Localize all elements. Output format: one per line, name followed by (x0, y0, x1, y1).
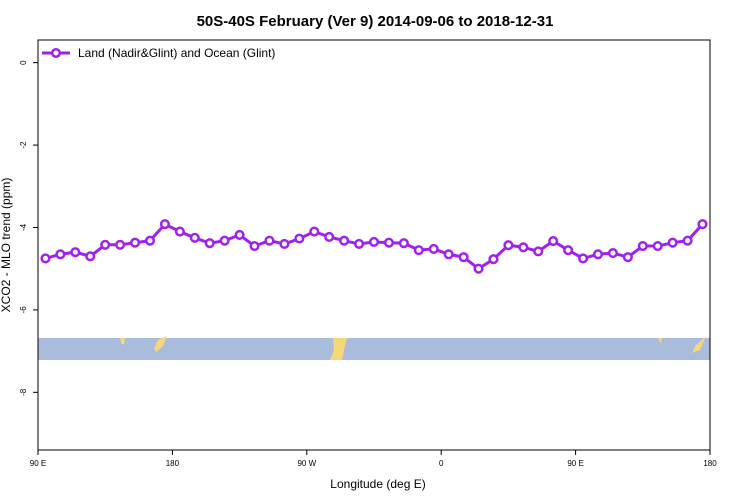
data-point (428, 243, 439, 254)
land (120, 338, 125, 345)
data-point (174, 226, 185, 237)
data-point (339, 235, 350, 246)
data-point (219, 235, 230, 246)
data-point (607, 247, 618, 259)
x-tick-label: 90 W (297, 459, 316, 468)
data-point (115, 239, 126, 250)
data-point (488, 254, 499, 265)
y-axis-label: XCO2 - MLO trend (ppm) (0, 178, 13, 313)
data-point (503, 240, 514, 251)
ocean-band (38, 338, 710, 360)
data-point (637, 240, 648, 252)
data-point (443, 249, 454, 260)
x-tick-label: 90 E (567, 459, 583, 468)
legend-marker (50, 47, 62, 59)
data-point (100, 239, 111, 250)
x-tick-label: 0 (439, 459, 444, 468)
data-point (592, 249, 604, 260)
y-tick-label: -2 (19, 141, 28, 149)
data-point (85, 251, 96, 262)
land-ocean-map (38, 336, 710, 360)
chart-title: 50S-40S February (Ver 9) 2014-09-06 to 2… (197, 13, 554, 30)
x-tick-label: 180 (166, 459, 180, 468)
x-axis-label: Longitude (deg E) (330, 477, 425, 491)
data-point (249, 240, 260, 252)
data-point (697, 219, 708, 230)
data-point (563, 245, 574, 256)
land (658, 338, 662, 344)
land (154, 336, 167, 352)
data-point (667, 237, 678, 248)
data-point (578, 253, 589, 264)
land (330, 338, 347, 360)
y-tick-label: -4 (19, 223, 28, 231)
data-point (234, 229, 245, 240)
data-point (309, 226, 320, 237)
land (692, 336, 706, 353)
data-point (324, 231, 335, 243)
legend-label: Land (Nadir&Glint) and Ocean (Glint) (78, 46, 275, 60)
data-point (368, 236, 380, 247)
data-point (652, 240, 663, 252)
data-point (279, 238, 290, 250)
data-point (458, 252, 469, 263)
data-point (413, 245, 424, 256)
data-point (144, 235, 156, 246)
data-point (398, 238, 409, 249)
data-point (70, 247, 81, 258)
data-point (130, 237, 141, 248)
data-point (518, 242, 529, 253)
data-point (473, 263, 484, 274)
data-point (548, 236, 559, 247)
y-tick-label: -6 (19, 306, 28, 314)
data-point (189, 232, 200, 243)
data-point (622, 252, 633, 263)
data-point (354, 238, 365, 250)
data-point (682, 235, 693, 246)
data-point (204, 238, 215, 249)
plot-frame (37, 39, 711, 451)
y-tick-label: 0 (19, 60, 28, 65)
data-point (383, 237, 394, 248)
x-tick-label: 180 (703, 459, 717, 468)
data-point (159, 219, 170, 230)
x-tick-label: 90 E (30, 459, 46, 468)
data-point (40, 253, 51, 264)
y-tick-label: -8 (19, 388, 28, 396)
data-point (294, 233, 305, 244)
data-point (533, 246, 544, 257)
data-point (55, 249, 66, 260)
data-point (264, 235, 275, 246)
